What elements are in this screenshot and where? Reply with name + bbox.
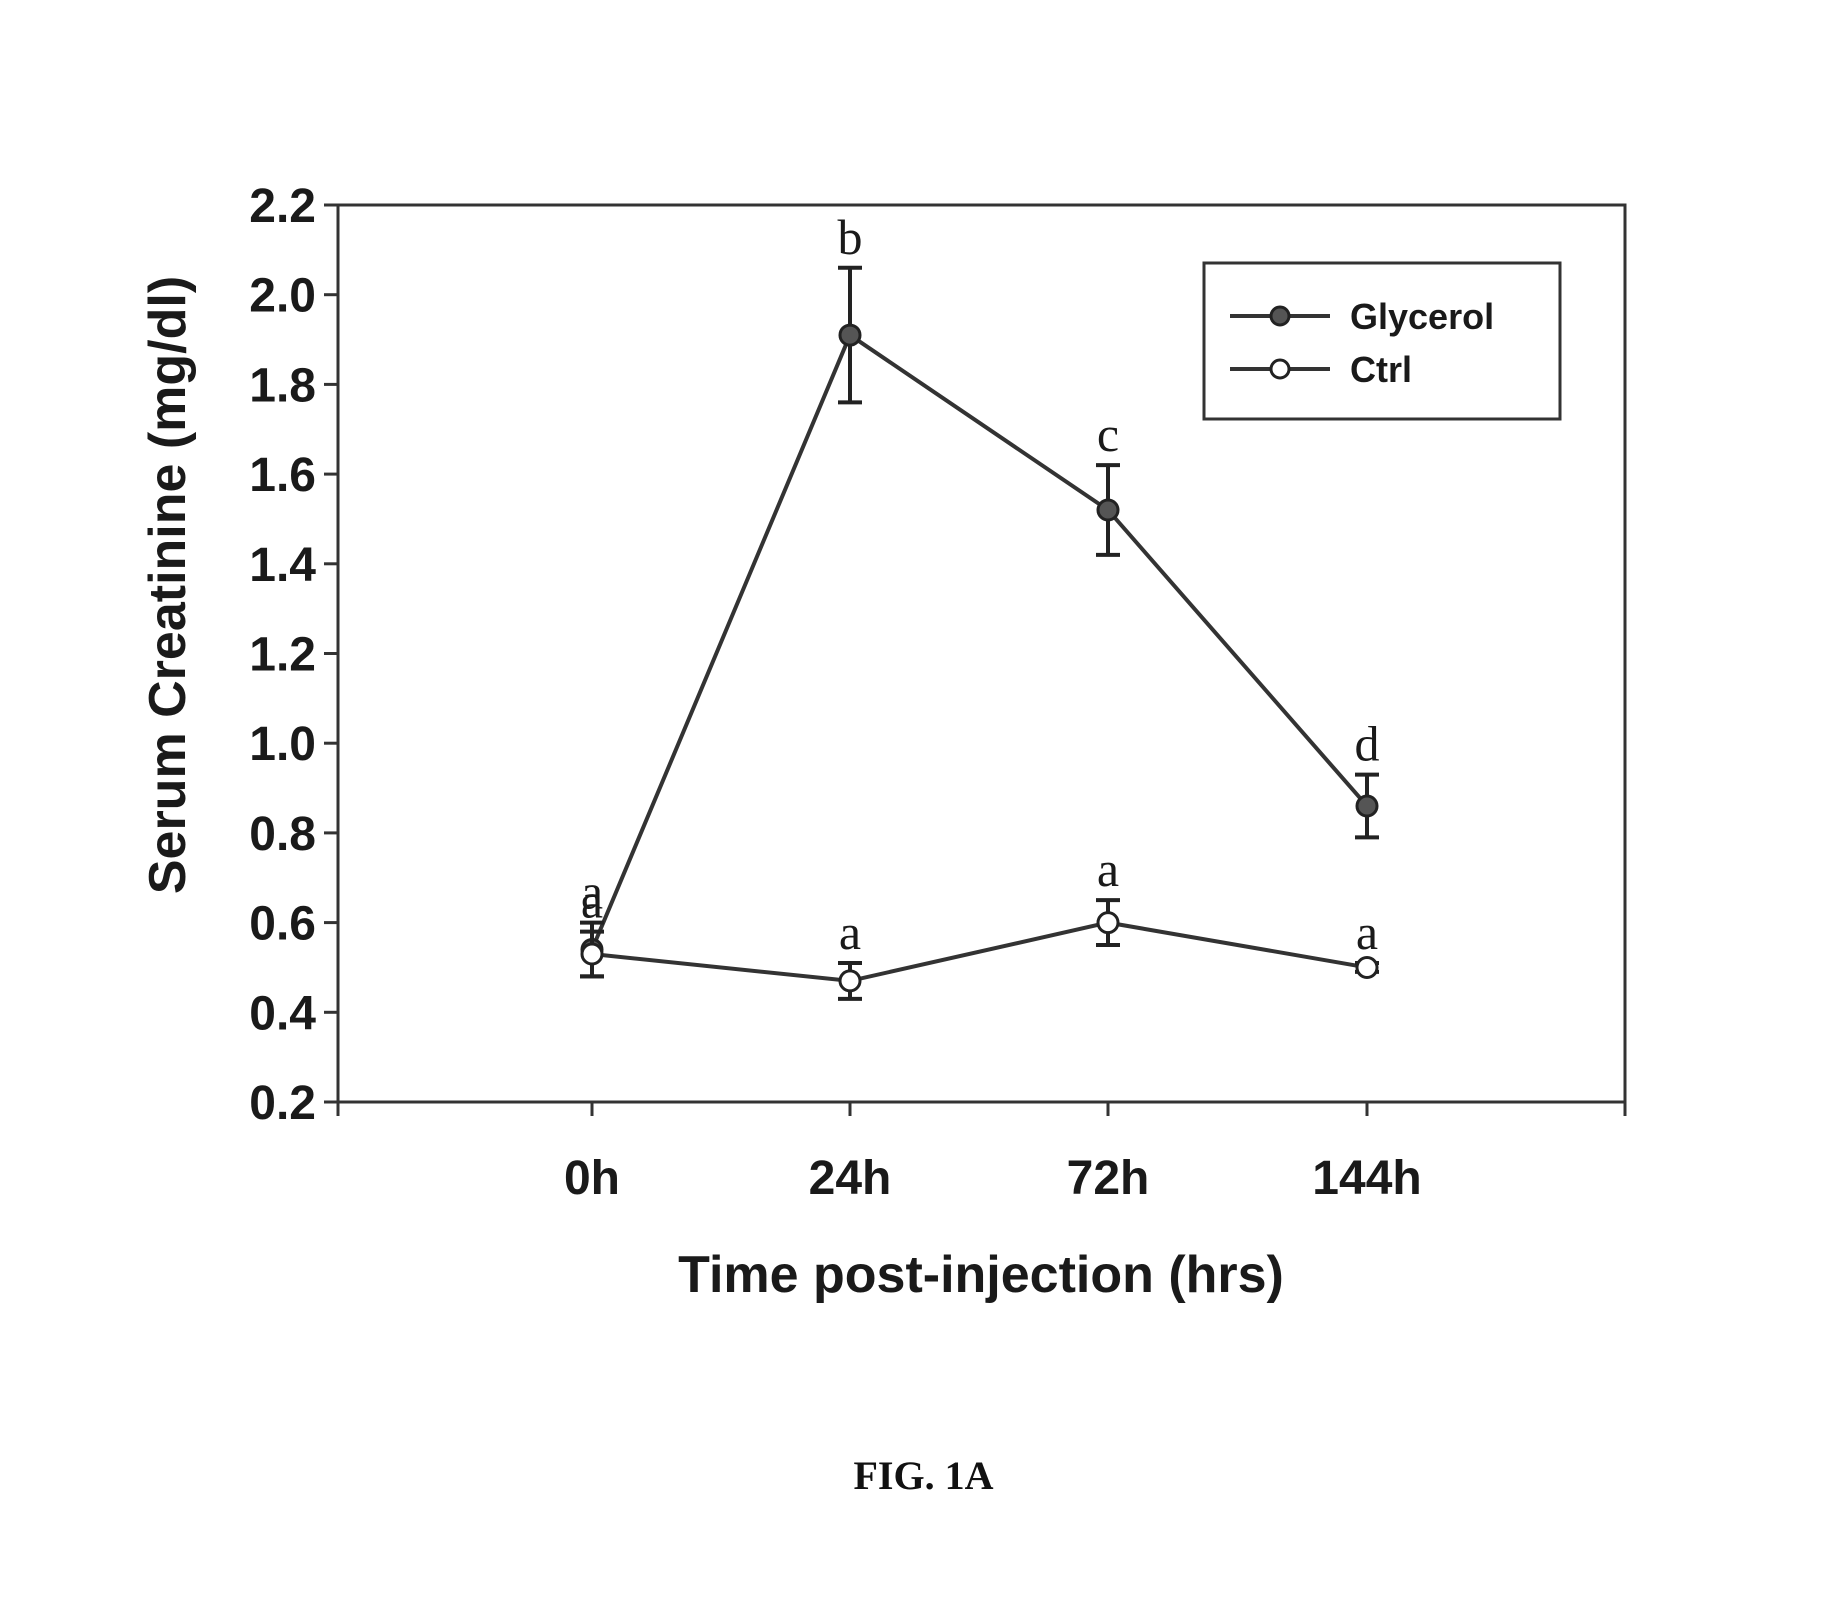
y-tick-label: 2.2 — [249, 180, 316, 233]
legend-marker — [1271, 307, 1289, 325]
x-tick-label: 24h — [809, 1152, 892, 1205]
significance-letter: b — [838, 209, 863, 265]
data-point — [1357, 957, 1377, 977]
x-tick-label: 0h — [564, 1152, 620, 1205]
y-tick-label: 2.0 — [249, 270, 316, 323]
y-tick-label: 1.0 — [249, 718, 316, 771]
series-line — [592, 335, 1367, 949]
legend-box — [1204, 263, 1560, 419]
data-point — [1098, 500, 1118, 520]
data-point — [840, 971, 860, 991]
legend-marker — [1271, 360, 1289, 378]
x-axis-title: Time post-injection (hrs) — [678, 1246, 1284, 1304]
x-tick-label: 144h — [1312, 1152, 1421, 1205]
y-tick-label: 1.8 — [249, 359, 316, 412]
y-tick-label: 0.4 — [249, 987, 316, 1040]
data-point — [840, 325, 860, 345]
y-tick-label: 1.4 — [249, 539, 316, 592]
y-tick-label: 0.2 — [249, 1077, 316, 1130]
legend-label: Ctrl — [1350, 349, 1412, 390]
y-tick-label: 1.6 — [249, 449, 316, 502]
series-line — [592, 923, 1367, 981]
figure-caption: FIG. 1A — [0, 1452, 1847, 1499]
significance-letter: a — [1097, 841, 1119, 897]
y-axis-title: Serum Creatinine (mg/dl) — [139, 276, 197, 894]
significance-letter: d — [1355, 716, 1380, 772]
legend: Glycerol Ctrl — [1204, 263, 1560, 419]
x-tick-label: 72h — [1067, 1152, 1150, 1205]
legend-label: Glycerol — [1350, 296, 1494, 337]
significance-letter: a — [581, 873, 603, 929]
y-tick-label: 0.8 — [249, 808, 316, 861]
significance-letter: a — [1356, 904, 1378, 960]
significance-letter: a — [839, 904, 861, 960]
y-axis: 0.2 0.4 0.6 0.8 1.0 1.2 1.4 1.6 1.8 2.0 2.2 — [249, 180, 338, 1130]
y-tick-label: 1.2 — [249, 629, 316, 682]
series-ctrl: a a a a — [580, 841, 1379, 999]
x-axis: 0h 24h 72h 144h — [338, 1102, 1625, 1205]
y-tick-label: 0.6 — [249, 898, 316, 951]
data-point — [582, 944, 602, 964]
data-point — [1357, 796, 1377, 816]
data-point — [1098, 913, 1118, 933]
significance-letter: c — [1097, 406, 1119, 462]
